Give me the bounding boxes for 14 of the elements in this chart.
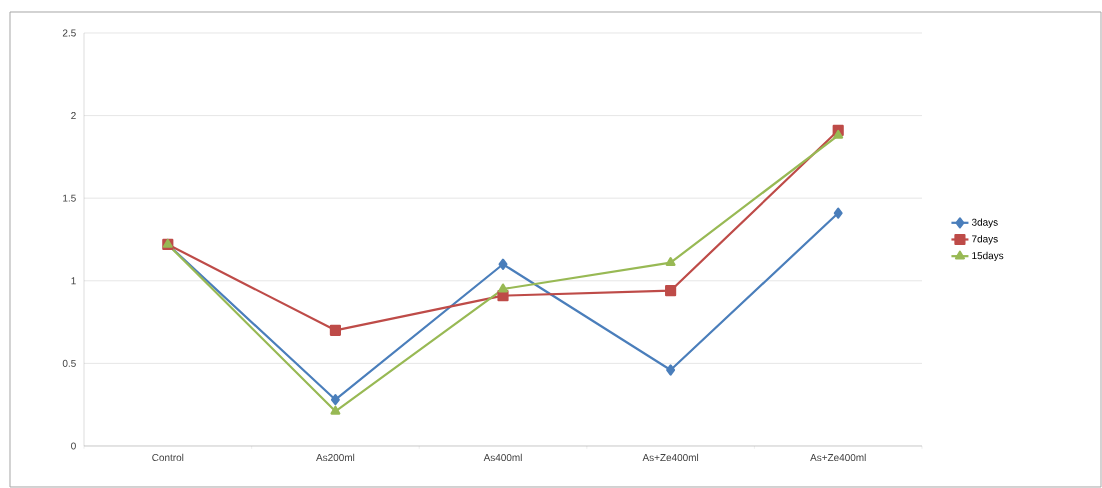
legend-label: 3days	[971, 218, 998, 228]
y-tick-label: 1.5	[63, 194, 76, 202]
x-tick-label: As400ml	[483, 453, 522, 462]
y-tick-label: 0	[71, 442, 76, 450]
x-tick-label: As+Ze400ml	[810, 453, 866, 462]
x-tick-label: As200ml	[316, 453, 355, 462]
y-tick-label: 1	[71, 277, 76, 285]
y-tick-label: 0.5	[62, 359, 76, 367]
y-tick-label: 2	[71, 112, 76, 120]
y-tick-label: 2.5	[62, 29, 76, 37]
x-tick-label: As+Ze400ml	[642, 453, 699, 462]
legend-label: 7days	[972, 235, 998, 245]
x-tick-label: Control	[152, 453, 184, 462]
legend-label: 15days	[972, 251, 1004, 262]
